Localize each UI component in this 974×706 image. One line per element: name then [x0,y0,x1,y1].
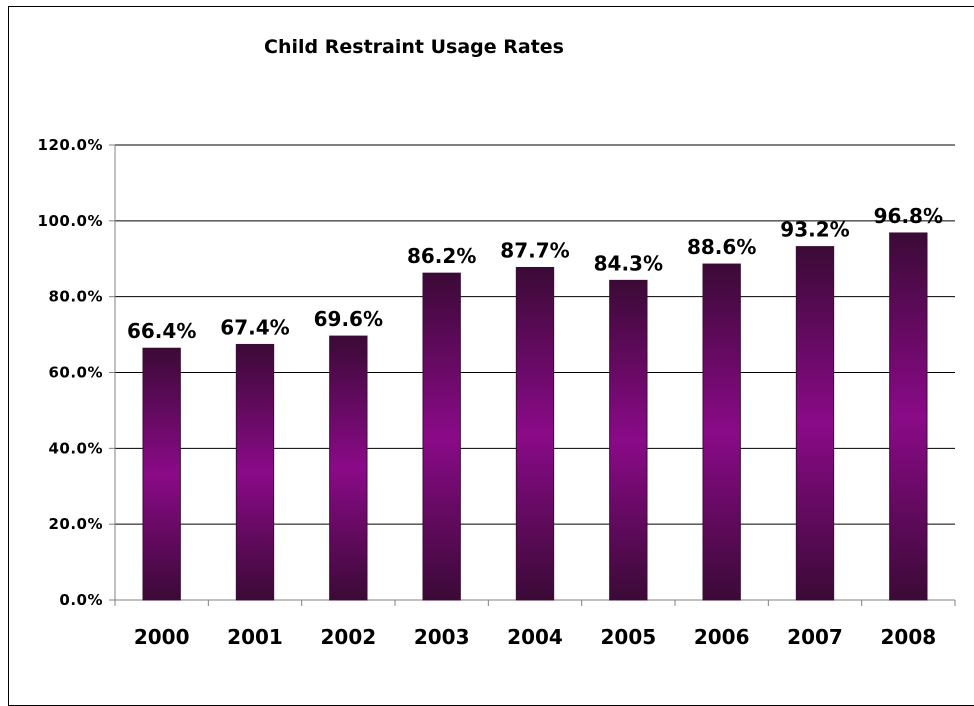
bar-2004 [515,266,555,601]
bar-chart: Child Restraint Usage Rates 0.0% 20.0% 40.… [38,36,956,649]
bars [142,232,928,601]
x-axis-category-labels: 2000 2001 2002 2003 2004 2005 2006 2007 2008 [134,625,936,649]
data-label-2001: 67.4% [220,315,289,339]
y-tick-label: 120.0% [38,136,103,154]
x-category-label-2003: 2003 [414,625,470,649]
bar-2005 [609,279,648,601]
data-label-2004: 87.7% [500,238,569,262]
y-tick-label: 0.0% [59,591,103,609]
bar-2006 [702,263,741,601]
y-tick-label: 20.0% [48,515,103,533]
y-tick-label: 40.0% [48,439,103,457]
x-category-label-2000: 2000 [134,625,190,649]
x-category-label-2008: 2008 [880,625,936,649]
x-category-label-2005: 2005 [600,625,656,649]
data-label-2008: 96.8% [874,204,943,228]
data-label-2003: 86.2% [407,244,476,268]
data-label-2006: 88.6% [687,235,756,259]
x-category-label-2007: 2007 [787,625,843,649]
x-category-label-2002: 2002 [320,625,376,649]
bar-2001 [235,343,275,601]
data-labels: 66.4% 67.4% 69.6% 86.2% 87.7% 84.3% 88.6% 93.2%… [127,204,943,343]
data-label-2007: 93.2% [780,218,849,242]
bar-2007 [795,246,835,601]
chart-title: Child Restraint Usage Rates [264,36,564,58]
chart-frame: Child Restraint Usage Rates 0.0% 20.0% 40.… [8,6,974,706]
bar-2008 [889,232,928,601]
bar-2002 [329,335,368,601]
bar-2003 [422,272,461,601]
y-tick-label: 100.0% [38,212,103,230]
y-tick-label: 80.0% [48,288,103,306]
bar-2000 [142,347,181,601]
x-category-label-2004: 2004 [507,625,563,649]
x-category-label-2001: 2001 [227,625,283,649]
data-label-2002: 69.6% [314,307,383,331]
y-axis-tick-labels: 0.0% 20.0% 40.0% 60.0% 80.0% 100.0% 120.0% [38,136,103,609]
x-category-label-2006: 2006 [694,625,750,649]
data-label-2005: 84.3% [594,251,663,275]
y-tick-label: 60.0% [48,364,103,382]
data-label-2000: 66.4% [127,319,196,343]
